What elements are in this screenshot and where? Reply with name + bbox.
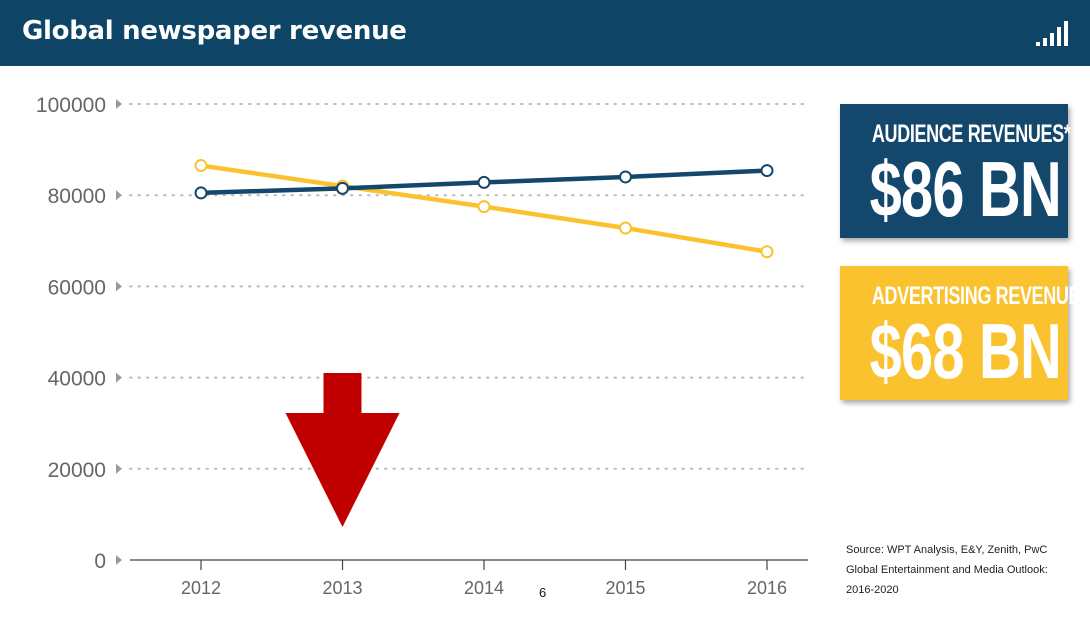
advertising-point-2012 <box>194 159 208 173</box>
advertising-callout-label: ADVERTISING REVENUES <box>871 282 1090 310</box>
page-title: Global newspaper revenue <box>22 16 407 46</box>
y-tick-arrow-80000 <box>116 190 122 201</box>
line-chart: 0 20000 40000 60000 80000 100000 2012 2013 2014 2… <box>36 94 809 598</box>
x-tick-label-2016: 2016 <box>747 578 787 598</box>
audience-point-2013 <box>336 181 349 195</box>
y-tick-label-60000: 60000 <box>48 276 106 299</box>
arrow-layer <box>285 373 400 527</box>
audience-callout-value: $86 BN <box>869 145 1062 233</box>
audience-point-2012 <box>194 186 208 200</box>
advertising-callout-value: $68 BN <box>869 307 1062 395</box>
signal-bars-icon <box>1036 21 1068 46</box>
y-tick-label-20000: 20000 <box>48 459 106 482</box>
advertising-point-2015 <box>619 221 632 235</box>
x-tick-label-2013: 2013 <box>322 578 362 598</box>
y-tick-label-40000: 40000 <box>48 368 106 391</box>
y-tick-arrow-20000 <box>116 463 122 474</box>
x-tick-label-2012: 2012 <box>181 578 221 598</box>
advertising-point-2016 <box>760 245 774 259</box>
source-note: Source: WPT Analysis, E&Y, Zenith, PwC G… <box>846 544 1048 596</box>
audience-point-2014 <box>477 175 491 189</box>
audience-point-2016 <box>760 164 774 178</box>
audience-point-2015 <box>619 170 632 184</box>
y-tick-label-80000: 80000 <box>48 185 106 208</box>
x-tick-label-2014: 2014 <box>464 578 504 598</box>
y-tick-arrow-100000 <box>116 99 122 109</box>
y-tick-arrow-60000 <box>116 281 122 292</box>
header-bar: Global newspaper revenue <box>0 0 1090 66</box>
y-tick-arrow-40000 <box>116 372 122 383</box>
series-layer <box>194 159 774 259</box>
page-number: 6 <box>539 585 547 600</box>
grid-layer <box>129 103 809 470</box>
axis-layer: 0 20000 40000 60000 80000 100000 2012 2013 2014 2… <box>36 94 808 598</box>
y-tick-label-0: 0 <box>94 550 106 573</box>
down-arrow-annotation <box>285 373 400 527</box>
audience-callout-label: AUDIENCE REVENUES* <box>871 120 1071 148</box>
x-tick-label-2015: 2015 <box>605 578 645 598</box>
advertising-revenue-callout: ADVERTISING REVENUES $68 BN <box>840 266 1090 400</box>
advertising-point-2014 <box>477 200 491 214</box>
audience-revenue-callout: AUDIENCE REVENUES* $86 BN <box>840 104 1071 238</box>
y-tick-label-100000: 100000 <box>36 94 106 117</box>
y-tick-arrow-0 <box>116 555 122 565</box>
